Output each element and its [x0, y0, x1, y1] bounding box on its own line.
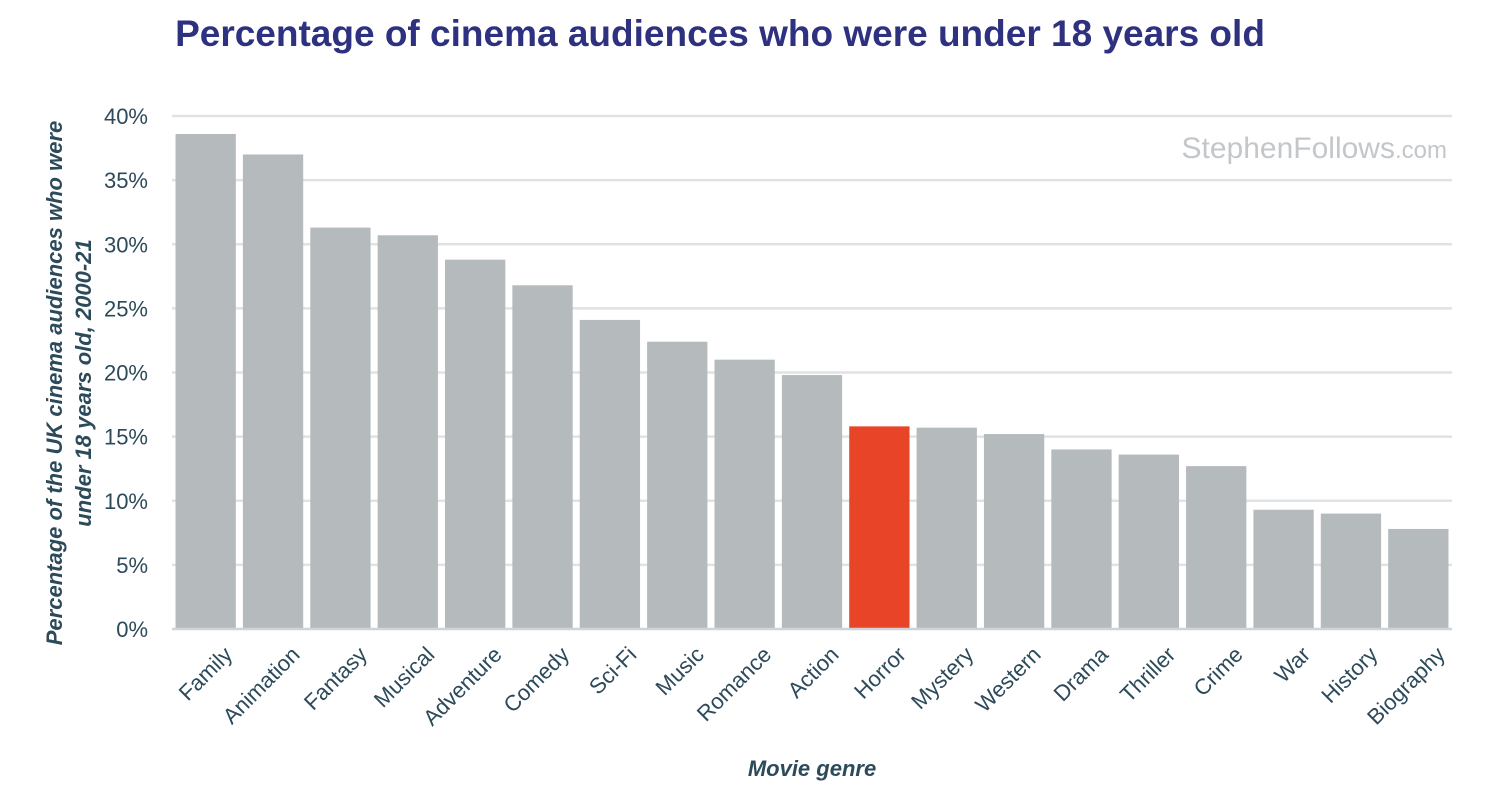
chart-title: Percentage of cinema audiences who were …: [175, 13, 1265, 54]
y-tick-label: 15%: [104, 425, 148, 450]
x-tick-label: History: [1316, 642, 1382, 708]
bars: [175, 133, 1449, 629]
y-axis-ticks: 0% 5% 10% 15% 20% 25% 30% 35% 40%: [104, 104, 148, 642]
x-tick-label: Music: [650, 642, 708, 700]
y-tick-label: 20%: [104, 361, 148, 386]
bar-animation: [242, 154, 304, 629]
x-tick-label: Action: [783, 642, 844, 703]
watermark-main: StephenFollows: [1182, 132, 1395, 165]
x-axis-title: Movie genre: [748, 756, 876, 781]
bar-music: [647, 341, 708, 629]
bar-comedy: [512, 285, 573, 629]
bar-drama: [1051, 449, 1112, 629]
x-tick-label: Comedy: [498, 642, 574, 718]
bar-musical: [377, 235, 438, 629]
y-tick-label: 10%: [104, 489, 148, 514]
x-tick-label: Western: [970, 642, 1045, 717]
bar-family: [175, 133, 236, 629]
y-tick-label: 40%: [104, 104, 148, 129]
x-tick-label: Crime: [1189, 642, 1248, 701]
bar-adventure: [445, 259, 506, 629]
bar-horror: [849, 426, 910, 629]
x-tick-label: Thriller: [1115, 642, 1180, 707]
x-tick-label: Family: [174, 642, 237, 705]
y-tick-label: 30%: [104, 232, 148, 257]
x-tick-label: Mystery: [906, 642, 978, 714]
bar-biography: [1388, 528, 1449, 629]
x-axis-labels: FamilyAnimationFantasyMusicalAdventureCo…: [174, 641, 1450, 730]
bar-western: [983, 434, 1045, 629]
bar-fantasy: [310, 227, 371, 629]
x-tick-label: Drama: [1049, 641, 1114, 706]
y-tick-label: 25%: [104, 296, 148, 321]
y-axis-title-line2: under 18 years old, 2000-21: [71, 239, 96, 526]
watermark-suffix: .com: [1395, 137, 1447, 164]
y-axis-title-line1: Percentage of the UK cinema audiences wh…: [42, 121, 67, 646]
bar-history: [1320, 513, 1382, 629]
x-tick-label: War: [1269, 642, 1315, 688]
y-tick-label: 35%: [104, 168, 148, 193]
x-tick-label: Fantasy: [299, 642, 372, 715]
bar-romance: [714, 359, 775, 629]
bar-war: [1253, 509, 1314, 629]
x-tick-label: Romance: [692, 642, 776, 726]
x-tick-label: Sci-Fi: [584, 642, 641, 699]
watermark: StephenFollows.com: [1182, 132, 1447, 165]
bar-mystery: [916, 427, 977, 629]
bar-action: [781, 375, 843, 629]
x-tick-label: Horror: [849, 642, 911, 704]
bar-sci-fi: [579, 319, 641, 629]
y-tick-label: 5%: [116, 553, 148, 578]
bar-crime: [1186, 466, 1247, 629]
y-tick-label: 0%: [116, 617, 148, 642]
bar-thriller: [1118, 454, 1179, 629]
